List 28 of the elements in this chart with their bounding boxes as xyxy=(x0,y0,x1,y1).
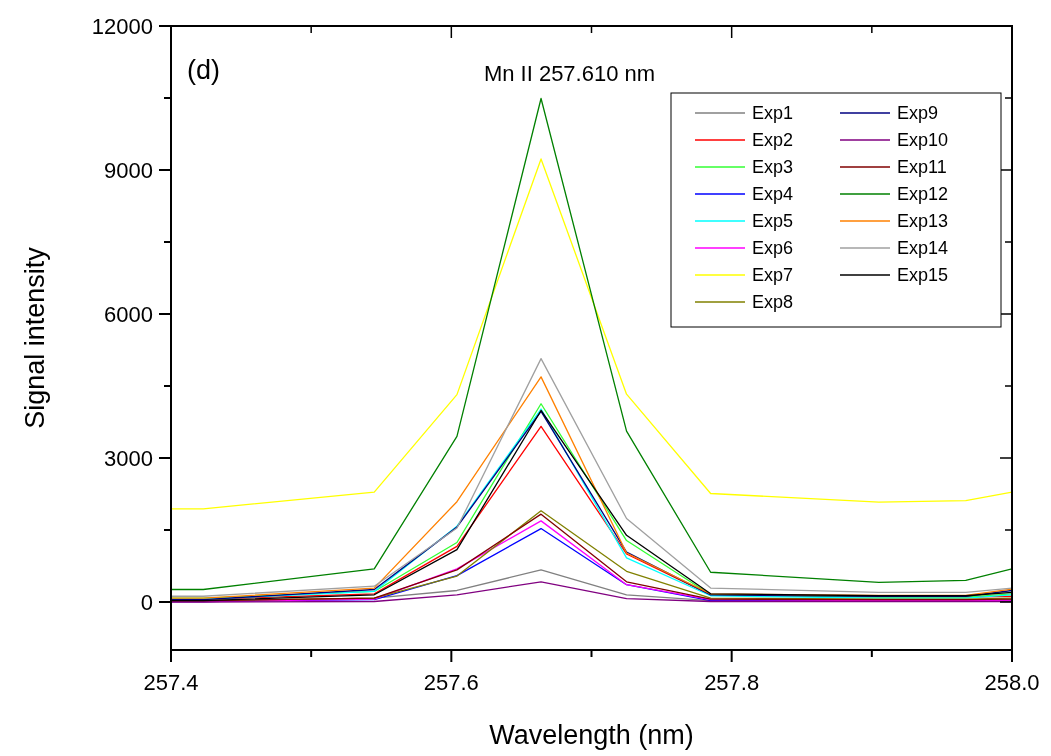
legend-label: Exp2 xyxy=(752,130,794,150)
legend-label: Exp3 xyxy=(752,157,794,177)
x-tick-label: 257.4 xyxy=(143,670,199,695)
legend-label: Exp13 xyxy=(897,211,949,231)
legend-label: Exp7 xyxy=(752,265,794,285)
legend-label: Exp14 xyxy=(897,238,949,258)
annotation: (d) xyxy=(187,55,220,85)
legend-label: Exp8 xyxy=(752,292,794,312)
y-tick-label: 9000 xyxy=(104,158,153,183)
y-tick-label: 12000 xyxy=(91,14,153,39)
legend-label: Exp15 xyxy=(897,265,949,285)
legend-label: Exp4 xyxy=(752,184,794,204)
x-axis-title: Wavelength (nm) xyxy=(489,720,694,750)
x-tick-label: 257.8 xyxy=(704,670,760,695)
y-axis-title: Signal intensity xyxy=(20,246,50,429)
legend-label: Exp12 xyxy=(897,184,949,204)
x-tick-label: 257.6 xyxy=(423,670,479,695)
legend-label: Exp5 xyxy=(752,211,794,231)
y-tick-label: 0 xyxy=(140,590,153,615)
legend-label: Exp9 xyxy=(897,103,939,123)
y-tick-label: 6000 xyxy=(104,302,153,327)
text: Mn II 257.610 nm xyxy=(483,61,656,86)
legend-label: Exp11 xyxy=(897,157,947,177)
legend-label: Exp6 xyxy=(752,238,794,258)
legend-label: Exp1 xyxy=(752,103,794,123)
legend-label: Exp10 xyxy=(897,130,949,150)
y-tick-label: 3000 xyxy=(104,446,153,471)
x-tick-label: 258.0 xyxy=(984,670,1040,695)
